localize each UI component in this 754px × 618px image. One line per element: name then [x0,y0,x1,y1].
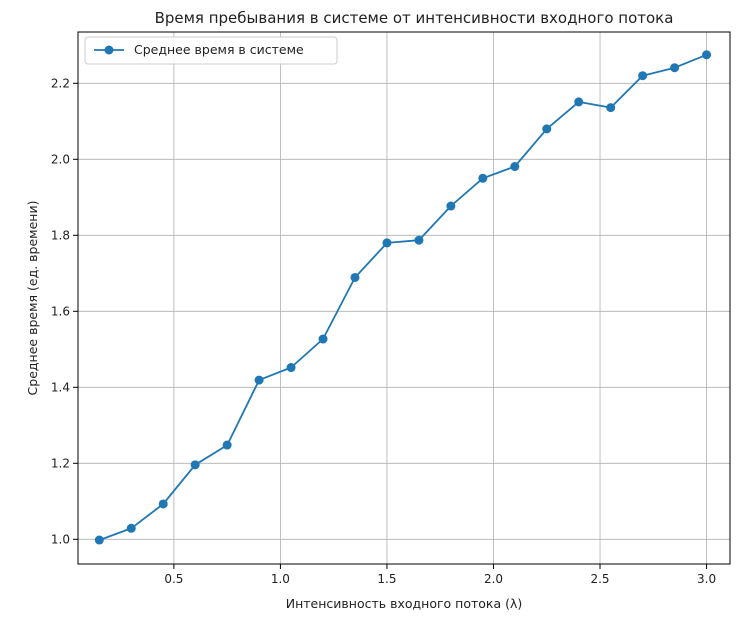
y-tick-label: 1.2 [51,456,70,470]
data-point [702,50,712,60]
data-point [638,71,648,81]
x-tick-label: 2.0 [484,572,503,586]
data-point [382,238,392,248]
y-tick-label: 2.2 [51,76,70,90]
data-point [670,63,680,73]
data-point [126,523,136,533]
x-axis: 0.5 1.0 1.5 2.0 2.5 3.0 [164,564,716,586]
y-tick-label: 2.0 [51,152,70,166]
y-tick-label: 1.0 [51,532,70,546]
data-point [606,103,616,113]
x-tick-label: 1.5 [377,572,396,586]
data-point [158,499,168,509]
data-point [318,334,328,344]
x-tick-label: 2.5 [590,572,609,586]
data-point [446,201,456,211]
legend-label: Среднее время в системе [134,42,304,57]
data-point [510,162,520,172]
series-line [98,53,707,541]
y-axis-label: Среднее время (ед. времени) [25,201,40,396]
x-tick-label: 3.0 [697,572,716,586]
y-tick-label: 1.8 [51,228,70,242]
legend-box [84,36,338,65]
legend: Среднее время в системе [84,36,338,65]
data-point [478,173,488,183]
data-point [414,235,424,245]
data-point [222,440,232,450]
data-point [350,272,360,282]
series-layer [94,50,712,545]
y-tick-label: 1.6 [51,304,70,318]
grid [78,32,730,564]
y-tick-label: 1.4 [51,380,70,394]
data-point [254,375,264,385]
legend-marker-swatch [104,45,114,55]
chart-title: Время пребывания в системе от интенсивно… [155,9,674,27]
x-tick-label: 1.0 [271,572,290,586]
data-point [190,460,200,470]
data-point [286,363,296,373]
x-axis-label: Интенсивность входного потока (λ) [286,596,523,611]
plot-frame [77,31,731,565]
y-axis: 1.0 1.2 1.4 1.6 1.8 2.0 2.2 [51,76,78,546]
data-point [94,535,104,545]
x-tick-label: 0.5 [164,572,183,586]
data-point [574,97,584,107]
data-point [542,124,552,134]
